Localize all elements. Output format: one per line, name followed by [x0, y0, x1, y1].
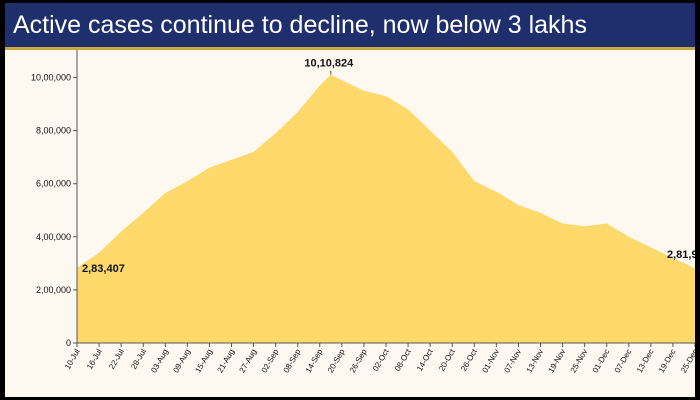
x-tick-label: 13-Nov [525, 348, 546, 375]
x-tick-label: 07-Nov [502, 348, 523, 375]
slide-title: Active cases continue to decline, now be… [13, 11, 587, 39]
x-tick-label: 14-Sep [304, 347, 325, 374]
x-tick-label: 25-Dec [679, 348, 695, 375]
x-tick-label: 14-Oct [415, 347, 435, 373]
x-tick-label: 19-Dec [657, 348, 678, 375]
x-tick-label: 13-Dec [635, 348, 656, 375]
active-cases-area [77, 74, 695, 343]
x-tick-label: 02-Sep [260, 347, 281, 374]
data-label-end: 2,81,9 [667, 249, 695, 261]
x-tick-label: 26-Sep [348, 347, 369, 374]
x-tick-label: 01-Nov [480, 348, 501, 375]
x-tick-label: 28-Jul [129, 347, 148, 371]
slide: 0 2,00,000 4,00,000 6,00,000 8,00,000 10,00,0… [5, 3, 695, 397]
data-label-start: 2,83,407 [82, 263, 125, 275]
x-tick-label: 03-Aug [149, 348, 170, 375]
y-tick-label: 8,00,000 [36, 126, 71, 136]
x-tick-label: 08-Oct [393, 347, 413, 373]
y-tick-label: 4,00,000 [36, 232, 71, 242]
data-label-peak: 10,10,824 [304, 58, 354, 70]
x-tick-label: 21-Aug [216, 348, 237, 375]
x-tick-label: 25-Nov [569, 348, 590, 375]
x-tick-label: 01-Dec [591, 348, 612, 375]
y-tick-label: 2,00,000 [36, 285, 71, 295]
x-tick-label: 20-Oct [437, 347, 457, 373]
area-chart: 0 2,00,000 4,00,000 6,00,000 8,00,000 10,00,0… [31, 45, 695, 375]
x-tick-label: 26-Oct [459, 347, 479, 373]
x-tick-label: 16-Jul [85, 347, 104, 371]
x-tick-label: 19-Nov [547, 348, 568, 375]
x-tick-label: 10-Jul [63, 347, 82, 371]
x-tick-label: 09-Aug [171, 348, 192, 375]
x-tick-label: 15-Aug [193, 348, 214, 375]
x-tick-label: 08-Sep [282, 347, 303, 374]
y-tick-label: 10,00,000 [31, 73, 71, 83]
x-tick-label: 22-Jul [107, 347, 126, 371]
y-tick-label: 6,00,000 [36, 179, 71, 189]
x-tick-label: 07-Dec [613, 348, 634, 375]
title-bar: Active cases continue to decline, now be… [5, 3, 695, 50]
x-tick-label: 27-Aug [238, 348, 259, 375]
x-tick-label: 02-Oct [371, 347, 391, 373]
x-tick-label: 20-Sep [326, 347, 347, 374]
y-tick-label: 0 [66, 338, 71, 348]
